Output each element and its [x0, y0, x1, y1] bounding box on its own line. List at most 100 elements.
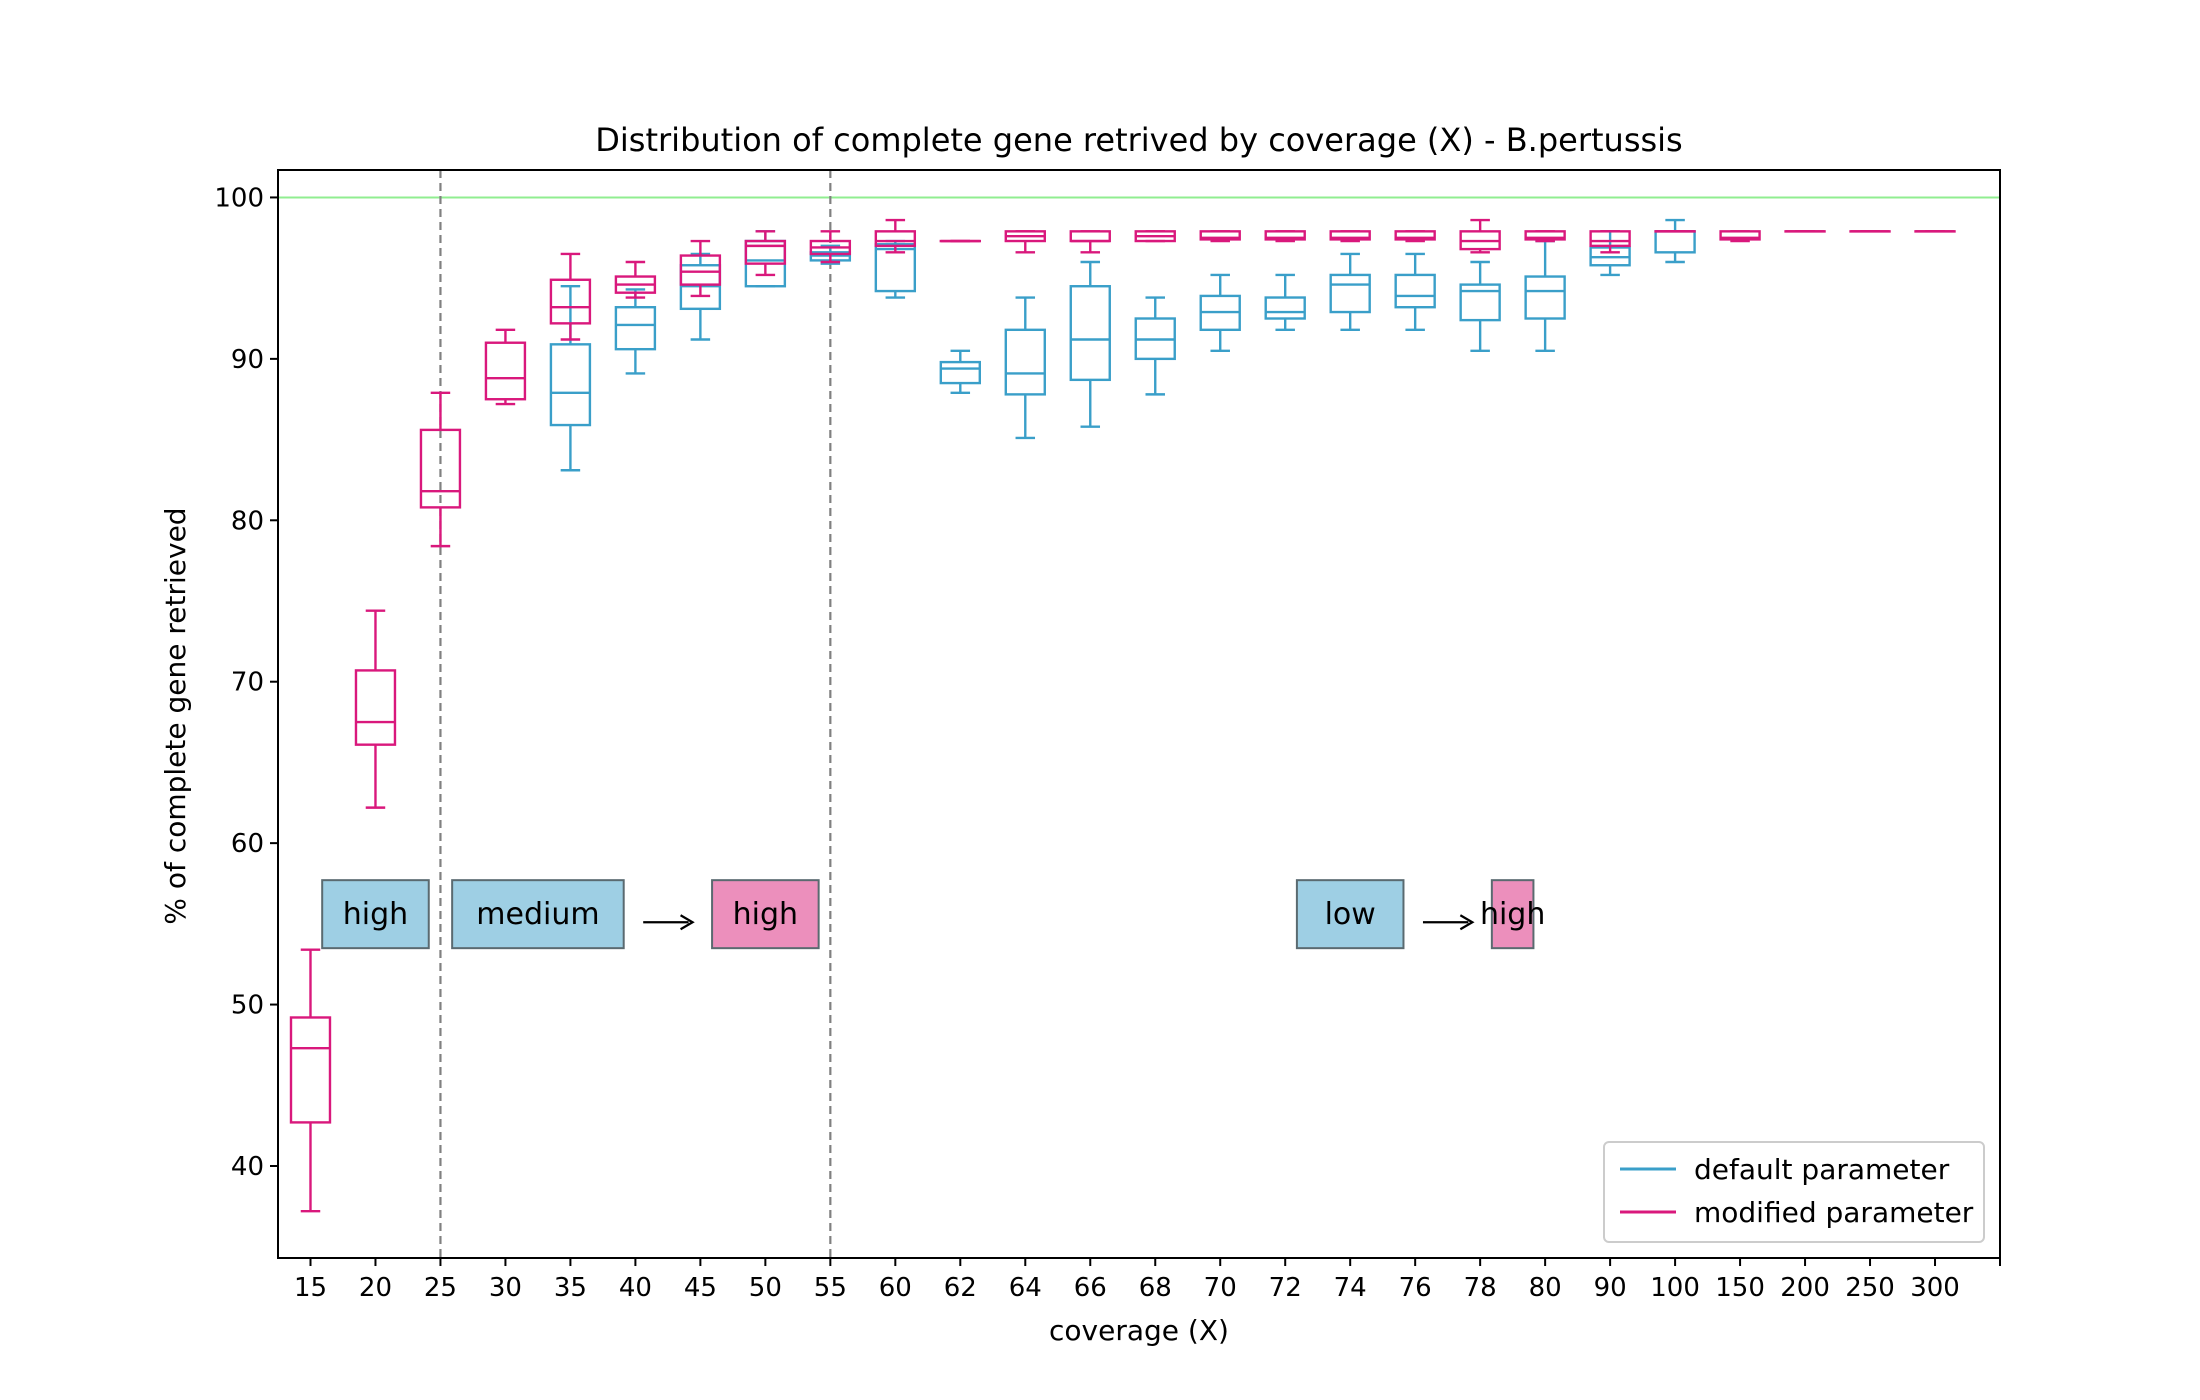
- annotation-box: [451, 879, 625, 950]
- box-modified-parameter-68: [1134, 230, 1176, 243]
- x-tick-label-45: 45: [684, 1273, 717, 1303]
- box-default-parameter-70: [1199, 273, 1241, 352]
- box-modified-parameter-72: [1264, 230, 1306, 243]
- box-default-parameter-62: [939, 349, 981, 394]
- annotation-3: low: [1295, 879, 1405, 950]
- x-tick-label-300: 300: [1910, 1273, 1960, 1303]
- x-tick-label-50: 50: [749, 1273, 782, 1303]
- legend-label-1: modified parameter: [1694, 1196, 1974, 1229]
- box-default-parameter-40: [614, 288, 657, 375]
- y-tick-label-50: 50: [231, 991, 264, 1021]
- legend-label-0: default parameter: [1694, 1153, 1950, 1186]
- box-iqr: [354, 669, 397, 746]
- x-tick-label-66: 66: [1074, 1273, 1107, 1303]
- box-modified-parameter-64: [1004, 230, 1046, 254]
- annotation-label: high: [1480, 897, 1545, 932]
- box-iqr: [1654, 230, 1696, 254]
- box-modified-parameter-90: [1589, 230, 1631, 254]
- box-modified-parameter-76: [1394, 230, 1436, 243]
- box-iqr: [1264, 296, 1306, 320]
- y-tick-label-90: 90: [231, 345, 264, 375]
- x-tick-label-55: 55: [814, 1273, 847, 1303]
- x-tick-label-20: 20: [359, 1273, 392, 1303]
- legend: default parameter modified parameter: [1603, 1141, 1985, 1243]
- box-modified-parameter-70: [1199, 230, 1241, 243]
- annotation-layer: high medium high low high: [321, 879, 1545, 950]
- box-modified-parameter-78: [1459, 218, 1501, 254]
- box-iqr: [1589, 230, 1631, 248]
- x-tick-label-70: 70: [1204, 1273, 1237, 1303]
- x-tick-label-76: 76: [1399, 1273, 1432, 1303]
- arrow-0: [643, 914, 695, 931]
- annotation-2: high: [711, 879, 820, 950]
- box-modified-parameter-55: [809, 230, 852, 264]
- box-iqr: [679, 254, 722, 286]
- y-tick-label-80: 80: [231, 506, 264, 536]
- box-modified-parameter-20: [354, 609, 397, 809]
- annotation-label: high: [343, 897, 408, 932]
- box-modified-parameter-15: [289, 948, 332, 1213]
- box-iqr: [1069, 230, 1111, 243]
- y-tick-label-40: 40: [231, 1152, 264, 1182]
- box-iqr: [289, 1016, 332, 1124]
- box-iqr: [1459, 283, 1501, 322]
- box-iqr: [1394, 273, 1436, 309]
- x-tick-label-25: 25: [424, 1273, 457, 1303]
- legend-box: [1603, 1141, 1985, 1243]
- annotation-label: low: [1325, 897, 1376, 932]
- x-tick-label-150: 150: [1715, 1273, 1765, 1303]
- box-modified-parameter-150: [1719, 230, 1761, 243]
- box-modified-parameter-45: [679, 239, 722, 298]
- box-default-parameter-72: [1264, 273, 1306, 332]
- box-iqr: [614, 306, 657, 351]
- x-tick-label-200: 200: [1780, 1273, 1830, 1303]
- chart-title: Distribution of complete gene retrived b…: [595, 121, 1682, 159]
- box-default-parameter-100: [1654, 218, 1696, 264]
- box-iqr: [484, 341, 527, 401]
- x-tick-label-250: 250: [1845, 1273, 1895, 1303]
- box-modified-parameter-40: [614, 260, 657, 299]
- box-iqr: [1004, 328, 1046, 396]
- box-iqr: [939, 360, 981, 385]
- annotation-label: medium: [476, 897, 599, 932]
- box-default-parameter-76: [1394, 252, 1436, 332]
- reference-lines: [278, 170, 2000, 1258]
- x-tick-label-62: 62: [944, 1273, 977, 1303]
- axes: 40 50 60 70 80 90 100 15 20 25 30 35 40 45 50 55 60 62 64 6…: [214, 169, 2001, 1303]
- arrow-1: [1422, 914, 1475, 931]
- box-iqr: [1524, 275, 1566, 320]
- y-tick-label-100: 100: [214, 183, 264, 213]
- x-tick-label-40: 40: [619, 1273, 652, 1303]
- y-tick-label-60: 60: [231, 829, 264, 859]
- annotation-box: [1490, 879, 1535, 950]
- x-tick-label-80: 80: [1529, 1273, 1562, 1303]
- box-default-parameter-78: [1459, 260, 1501, 352]
- box-iqr: [744, 239, 787, 265]
- x-tick-label-100: 100: [1650, 1273, 1700, 1303]
- box-modified-parameter-74: [1329, 230, 1371, 243]
- box-default-parameter-74: [1329, 252, 1371, 332]
- box-default-parameter-35: [549, 285, 592, 472]
- box-iqr: [1264, 230, 1306, 241]
- annotation-0: high: [321, 879, 430, 950]
- arrow-head: [1459, 914, 1475, 931]
- box-modified-parameter-30: [484, 328, 527, 406]
- box-modified-parameter-50: [744, 230, 787, 277]
- y-axis-label: % of complete gene retrieved: [159, 507, 192, 924]
- x-tick-label-74: 74: [1334, 1273, 1367, 1303]
- box-iqr: [874, 230, 917, 248]
- annotation-box: [1295, 879, 1405, 950]
- box-modified-parameter-35: [549, 252, 592, 341]
- box-default-parameter-68: [1134, 296, 1176, 396]
- box-iqr: [1329, 230, 1371, 241]
- box-iqr: [1329, 273, 1371, 314]
- box-iqr: [1524, 230, 1566, 241]
- x-tick-label-35: 35: [554, 1273, 587, 1303]
- box-iqr: [1394, 230, 1436, 241]
- x-tick-label-15: 15: [294, 1273, 327, 1303]
- box-layer: [289, 218, 1956, 1213]
- box-default-parameter-80: [1524, 239, 1566, 352]
- box-iqr: [1069, 285, 1111, 382]
- annotation-4: high: [1480, 879, 1545, 950]
